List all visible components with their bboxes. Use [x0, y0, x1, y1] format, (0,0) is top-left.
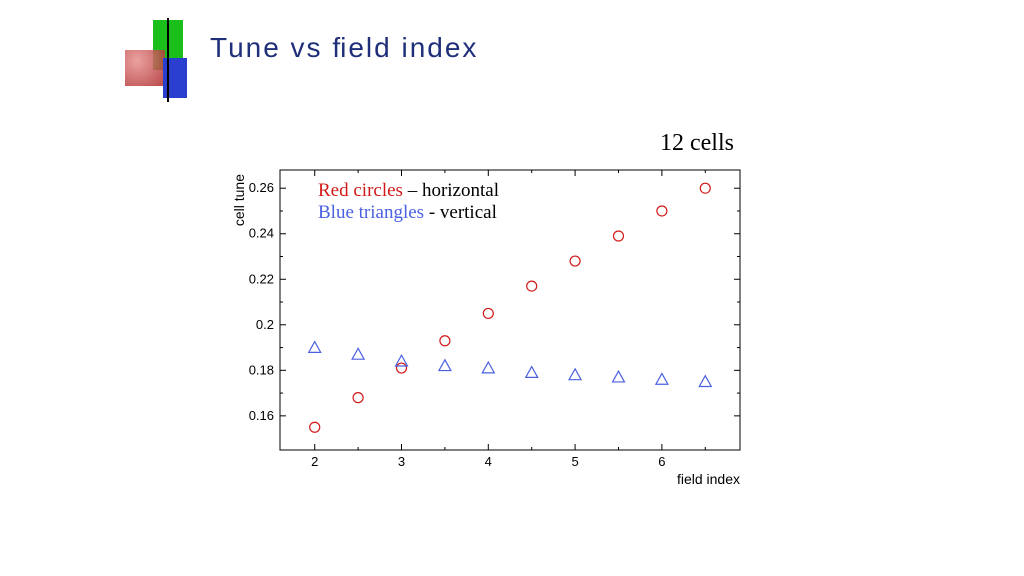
- chart-subtitle: 12 cells: [660, 130, 734, 157]
- slide-logo: [125, 20, 195, 105]
- svg-text:6: 6: [658, 454, 665, 469]
- slide: Tune vs ﬁeld index 12 cells 2 3 4 5 6 0.16 0.1…: [0, 0, 1024, 576]
- slide-title: Tune vs ﬁeld index: [210, 32, 478, 64]
- svg-text:0.16: 0.16: [249, 408, 274, 423]
- svg-text:0.22: 0.22: [249, 271, 274, 286]
- svg-text:0.18: 0.18: [249, 362, 274, 377]
- svg-text:5: 5: [571, 454, 578, 469]
- svg-text:2: 2: [311, 454, 318, 469]
- svg-text:0.2: 0.2: [256, 317, 274, 332]
- svg-text:4: 4: [485, 454, 492, 469]
- legend-series1-desc: – horizontal: [408, 180, 499, 201]
- legend-series2-desc: - vertical: [429, 202, 497, 223]
- chart-legend: Red circles – horizontal Blue triangles …: [318, 180, 499, 224]
- svg-text:0.24: 0.24: [249, 226, 274, 241]
- legend-series1-name: Red circles: [318, 180, 403, 201]
- svg-text:3: 3: [398, 454, 405, 469]
- legend-series2-name: Blue triangles: [318, 202, 424, 223]
- x-axis-label: field index: [677, 471, 740, 487]
- svg-text:0.26: 0.26: [249, 180, 274, 195]
- y-axis-label: cell tune: [231, 174, 247, 226]
